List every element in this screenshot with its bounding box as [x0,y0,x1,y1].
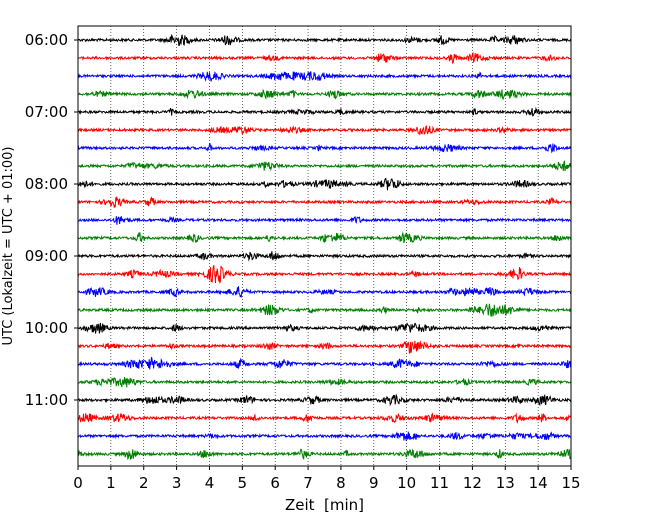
seismogram-trace [77,251,572,262]
seismogram-trace [77,265,572,284]
x-tick-label: 13 [496,474,515,492]
seismogram-trace [77,124,572,136]
seismogram-trace [77,303,572,317]
x-tick-label: 6 [270,474,280,492]
seismogram-trace [77,215,572,225]
x-tick-label: 1 [106,474,116,492]
seismogram-trace [77,340,572,355]
y-tick-label: 08:00 [25,175,68,193]
seismogram-trace [77,286,572,298]
x-tick-label: 5 [238,474,248,492]
x-tick-label: 0 [73,474,83,492]
x-tick-label: 9 [369,474,379,492]
x-tick-label: 4 [205,474,215,492]
y-tick-label: 10:00 [25,319,68,337]
seismogram-trace [77,195,572,209]
y-axis-label: UTC (Lokalzeit = UTC + 01:00) [1,147,16,346]
x-tick-label: 2 [139,474,149,492]
y-axis: 06:00 07:00 08:00 09:00 10:00 11:00 [25,31,78,409]
x-tick-label: 10 [397,474,416,492]
x-tick-label: 14 [529,474,548,492]
seismogram-trace [77,177,572,191]
seismogram-trace [77,322,572,334]
x-axis: 0 1 2 3 4 5 6 7 8 9 10 11 12 13 14 15 [73,466,581,492]
y-tick-label: 06:00 [25,31,68,49]
seismogram-trace [77,376,572,388]
seismogram-trace [77,356,572,370]
y-tick-label: 09:00 [25,247,68,265]
seismogram-trace [77,393,572,407]
seismogram-trace [77,71,572,82]
seismogram-trace [77,412,572,424]
seismogram-trace [77,431,572,441]
x-tick-label: 11 [430,474,449,492]
seismogram-trace [77,88,572,101]
trace-group [77,33,572,461]
x-tick-label: 12 [463,474,482,492]
seismogram-trace [77,51,572,65]
x-axis-label: Zeit [min] [285,496,364,514]
seismogram-trace [77,448,572,461]
seismogram-trace [77,231,572,244]
y-tick-label: 07:00 [25,103,68,121]
grid-lines [110,26,539,466]
y-tick-label: 11:00 [25,391,68,409]
x-tick-label: 8 [336,474,346,492]
seismogram-trace [77,142,572,154]
x-tick-label: 15 [561,474,580,492]
seismogram-trace [77,160,572,172]
seismogram-trace [77,106,572,117]
x-tick-label: 7 [303,474,313,492]
seismogram-trace [77,33,572,47]
plot-frame [77,25,572,467]
x-tick-label: 3 [172,474,182,492]
